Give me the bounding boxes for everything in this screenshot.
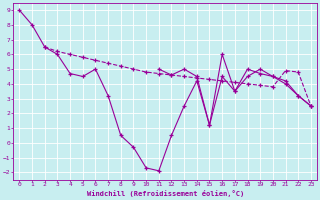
X-axis label: Windchill (Refroidissement éolien,°C): Windchill (Refroidissement éolien,°C): [86, 190, 244, 197]
